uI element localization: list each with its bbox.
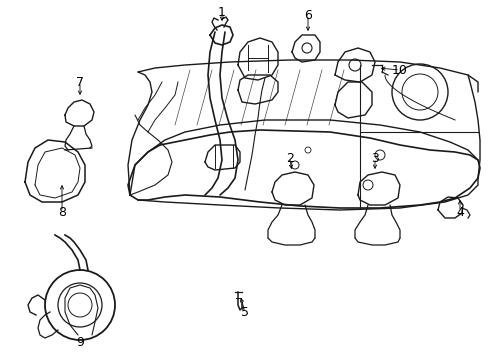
Text: 9: 9 bbox=[76, 336, 84, 348]
Text: 3: 3 bbox=[370, 152, 378, 165]
Text: 1: 1 bbox=[218, 5, 225, 18]
Text: 6: 6 bbox=[304, 9, 311, 22]
Text: 2: 2 bbox=[285, 152, 293, 165]
Text: 8: 8 bbox=[58, 206, 66, 219]
Text: 4: 4 bbox=[455, 206, 463, 219]
Text: 5: 5 bbox=[241, 306, 248, 319]
Text: 10: 10 bbox=[391, 63, 407, 77]
Text: 7: 7 bbox=[76, 76, 84, 89]
